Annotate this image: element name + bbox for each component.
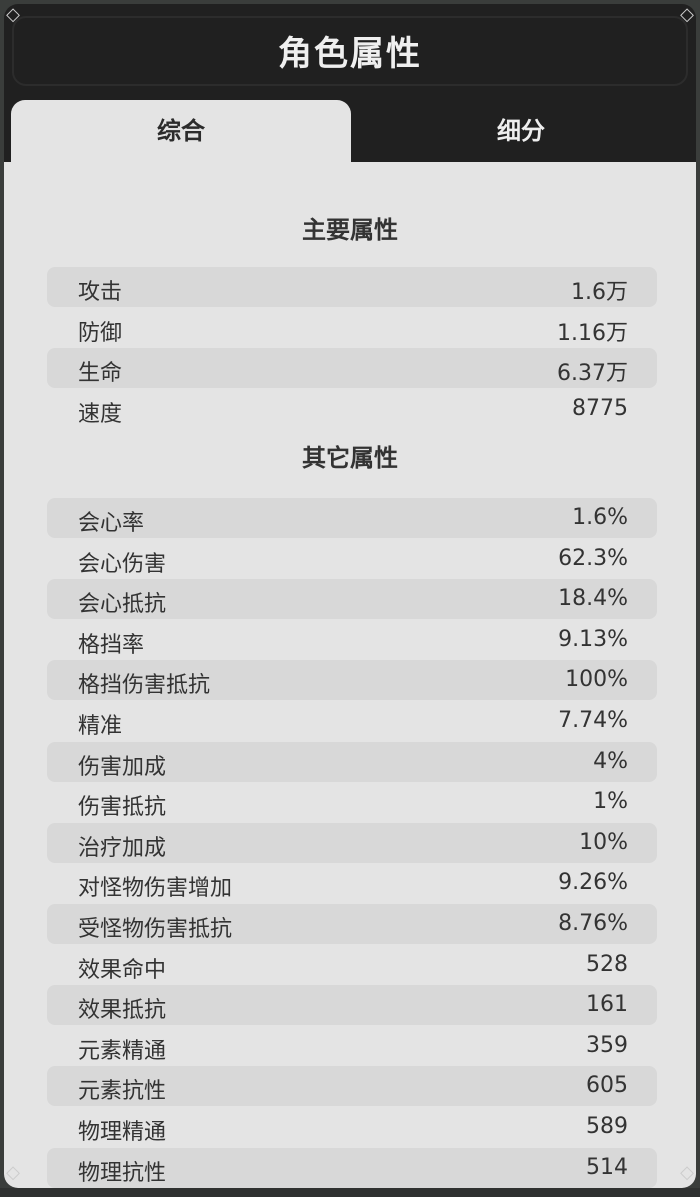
stat-label: 格挡伤害抵抗 [78, 673, 211, 699]
stat-row: 效果命中 528 [47, 945, 657, 985]
attributes-window: 角色属性 综合 细分 主要属性攻击 1.6万防御 1.16万生命 6.37万速度 877… [4, 4, 696, 1188]
stat-label: 治疗加成 [78, 835, 167, 861]
stat-label: 受怪物伤害抵抗 [78, 917, 233, 942]
stat-value: 8.76% [558, 911, 628, 936]
stat-row: 防御 1.16万 [47, 308, 657, 348]
stat-row: 会心率 1.6% [47, 498, 657, 538]
tab-detail[interactable]: 细分 [497, 117, 545, 145]
stat-value: 4% [593, 748, 628, 774]
stat-label: 元素精通 [78, 1038, 167, 1064]
stat-value: 9.26% [558, 870, 628, 896]
stat-label: 会心伤害 [78, 551, 167, 577]
stat-row: 会心伤害 62.3% [47, 539, 657, 579]
stat-row: 精准 7.74% [47, 701, 657, 741]
corner-ornament-icon: ◇ [6, 1162, 20, 1183]
stat-row: 元素抗性 605 [47, 1066, 657, 1107]
tab-overview[interactable]: 综合 [11, 100, 351, 162]
stat-value: 9.13% [558, 626, 628, 652]
stat-value: 18.4% [558, 586, 628, 612]
corner-ornament-icon: ◇ [6, 4, 20, 25]
stat-label: 攻击 [78, 280, 123, 305]
stat-label: 精准 [78, 714, 123, 739]
stat-value: 161 [586, 992, 628, 1018]
corner-ornament-icon: ◇ [680, 4, 694, 25]
stat-label: 效果命中 [78, 957, 167, 983]
stat-value: 6.37万 [557, 361, 628, 387]
stat-label: 伤害抵抗 [78, 795, 167, 821]
stat-row: 会心抵抗 18.4% [47, 579, 657, 620]
stat-label: 会心抵抗 [78, 592, 167, 618]
stat-value: 100% [565, 667, 628, 693]
stat-row: 伤害抵抗 1% [47, 782, 657, 822]
stat-label: 生命 [78, 361, 123, 387]
stat-label: 对怪物伤害增加 [78, 876, 233, 902]
stat-value: 528 [586, 951, 628, 977]
stat-row: 伤害加成 4% [47, 741, 657, 782]
stat-label: 元素抗性 [78, 1079, 167, 1105]
stat-row: 速度 8775 [47, 389, 657, 429]
other-attributes-title: 其它属性 [302, 444, 398, 472]
window-title: 角色属性 [278, 34, 422, 74]
stat-row: 生命 6.37万 [47, 348, 657, 389]
stat-label: 格挡率 [78, 632, 145, 658]
stat-row: 元素精通 359 [47, 1026, 657, 1066]
stat-label: 速度 [78, 401, 123, 427]
stat-value: 10% [579, 829, 628, 855]
stat-value: 514 [586, 1154, 628, 1180]
stat-row: 物理精通 589 [47, 1107, 657, 1147]
stat-value: 605 [586, 1073, 628, 1099]
stat-value: 359 [586, 1032, 628, 1058]
stat-label: 物理精通 [78, 1120, 167, 1145]
stat-row: 治疗加成 10% [47, 822, 657, 863]
stat-row: 效果抵抗 161 [47, 985, 657, 1026]
stat-label: 效果抵抗 [78, 998, 167, 1024]
stat-label: 伤害加成 [78, 754, 167, 780]
stat-value: 1% [593, 789, 628, 815]
corner-ornament-icon: ◇ [680, 1162, 694, 1183]
stat-row: 格挡伤害抵抗 100% [47, 660, 657, 701]
stat-value: 7.74% [558, 708, 628, 733]
header-decoration [12, 16, 688, 86]
stat-row: 攻击 1.6万 [47, 267, 657, 307]
stat-row: 格挡率 9.13% [47, 620, 657, 660]
stat-value: 1.6% [572, 505, 628, 530]
stat-value: 1.6万 [571, 280, 628, 305]
stat-value: 1.16万 [557, 320, 628, 346]
stat-label: 会心率 [78, 511, 145, 536]
attributes-panel[interactable]: 主要属性攻击 1.6万防御 1.16万生命 6.37万速度 8775 其它属性会心率 1.6… [4, 162, 696, 1188]
stat-value: 8775 [572, 395, 628, 421]
stat-row: 对怪物伤害增加 9.26% [47, 863, 657, 903]
stat-row: 物理抗性 514 [47, 1147, 657, 1188]
stat-value: 62.3% [558, 545, 628, 571]
stat-label: 防御 [78, 320, 123, 346]
main-attributes-title: 主要属性 [302, 216, 398, 244]
stat-value: 589 [586, 1114, 628, 1139]
stat-label: 物理抗性 [78, 1160, 167, 1186]
bottom-bar [0, 1188, 700, 1197]
stat-row: 受怪物伤害抵抗 8.76% [47, 904, 657, 944]
